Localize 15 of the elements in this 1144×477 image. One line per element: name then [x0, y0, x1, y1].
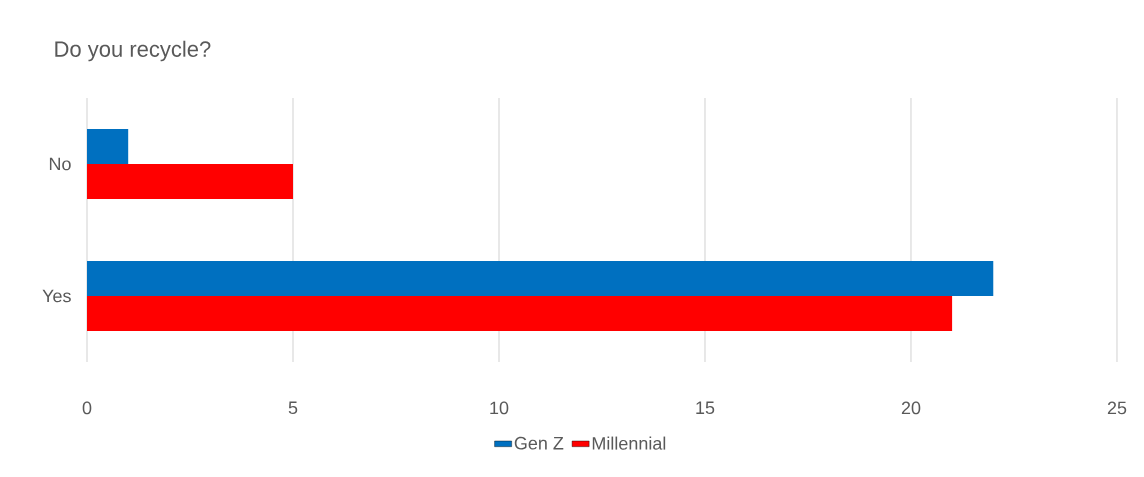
x-tick-label: 25 — [1107, 401, 1127, 415]
x-tick-label: 0 — [82, 401, 92, 415]
chart-title: Do you recycle? — [55, 40, 211, 62]
bar — [87, 164, 293, 199]
x-tick-label: 10 — [490, 401, 509, 415]
x-tick-label: 15 — [696, 401, 715, 415]
y-tick-label: Yes — [42, 289, 71, 303]
bar — [87, 261, 994, 296]
bar — [87, 296, 953, 331]
bar — [87, 129, 129, 164]
x-tick-label: 5 — [288, 401, 298, 415]
y-tick-label: No — [49, 157, 71, 171]
x-tick-label: 20 — [901, 401, 921, 415]
legend-label: Millennial — [592, 436, 666, 450]
legend-label: Gen Z — [514, 436, 564, 450]
